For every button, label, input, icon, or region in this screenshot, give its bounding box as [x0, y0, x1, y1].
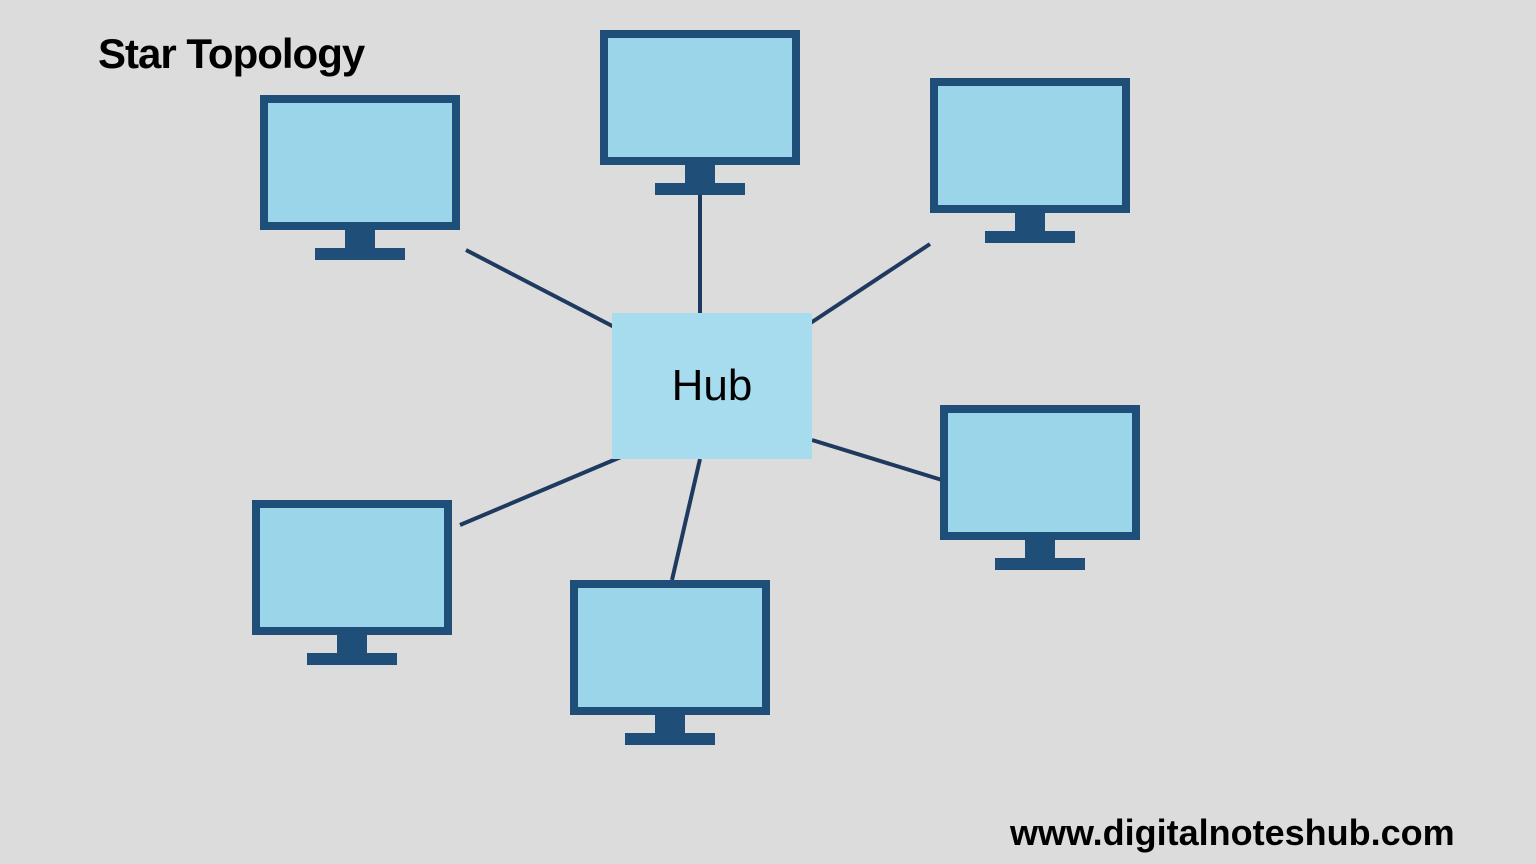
- monitor-icon: [930, 78, 1130, 243]
- connection-line: [466, 250, 620, 330]
- hub-node: Hub: [612, 313, 812, 459]
- monitor-icon: [570, 580, 770, 745]
- monitor-icon: [260, 95, 460, 260]
- connection-line: [812, 440, 942, 480]
- monitor-icon: [940, 405, 1140, 570]
- monitor-icon: [252, 500, 452, 665]
- connection-line: [806, 244, 930, 326]
- diagram-title: Star Topology: [98, 30, 364, 78]
- monitor-icon: [600, 30, 800, 195]
- hub-label: Hub: [672, 361, 753, 411]
- watermark-text: www.digitalnoteshub.com: [1010, 812, 1455, 854]
- connection-line: [672, 459, 700, 580]
- connection-line: [460, 454, 628, 525]
- diagram-canvas: Star Topology Hub www.digitalnoteshub.co…: [0, 0, 1536, 864]
